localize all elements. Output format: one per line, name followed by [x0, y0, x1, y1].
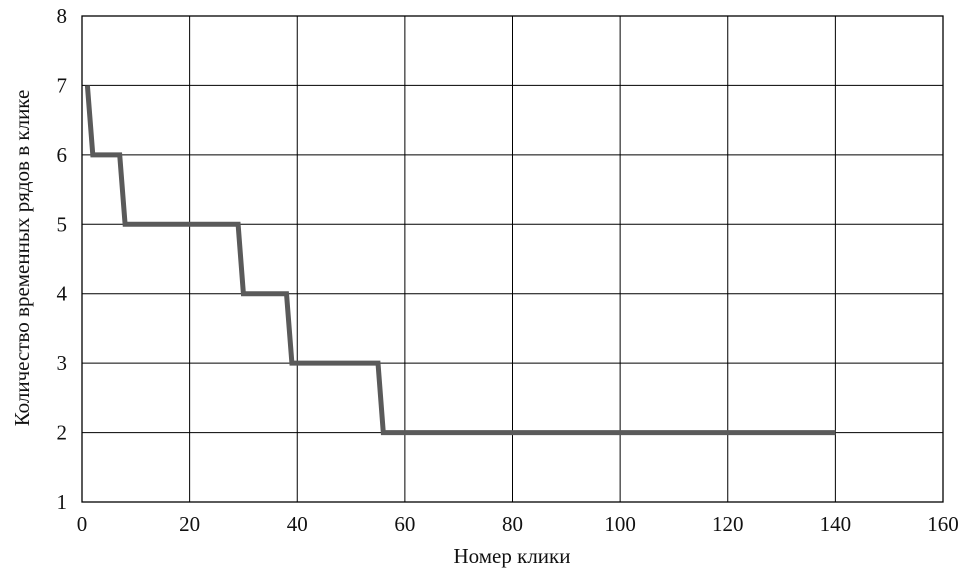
series	[84, 85, 836, 436]
y-tick-label: 1	[57, 490, 68, 514]
x-tick-label: 20	[179, 512, 200, 536]
x-tick-label: 40	[287, 512, 308, 536]
x-tick-label: 120	[712, 512, 744, 536]
y-tick-label: 5	[57, 212, 68, 236]
x-tick-label: 0	[77, 512, 88, 536]
y-tick-label: 4	[57, 282, 68, 306]
x-tick-label: 100	[604, 512, 636, 536]
y-tick-labels: 1 2 3 4 5 6 7 8	[57, 4, 68, 514]
y-tick-label: 8	[57, 4, 68, 28]
series-line	[84, 85, 836, 436]
x-tick-label: 80	[502, 512, 523, 536]
plot-frame	[81, 15, 944, 503]
x-tick-label: 140	[820, 512, 852, 536]
x-tick-labels: 0 20 40 60 80 100 120 140 160	[77, 512, 959, 536]
y-tick-label: 6	[57, 143, 68, 167]
grid	[81, 15, 944, 503]
y-tick-label: 7	[57, 73, 68, 97]
y-tick-label: 3	[57, 351, 68, 375]
x-tick-label: 60	[394, 512, 415, 536]
y-tick-label: 2	[57, 421, 68, 445]
y-axis-label: Количество временных рядов в клике	[10, 90, 34, 427]
x-axis-label: Номер клики	[454, 544, 571, 568]
x-tick-label: 160	[927, 512, 959, 536]
